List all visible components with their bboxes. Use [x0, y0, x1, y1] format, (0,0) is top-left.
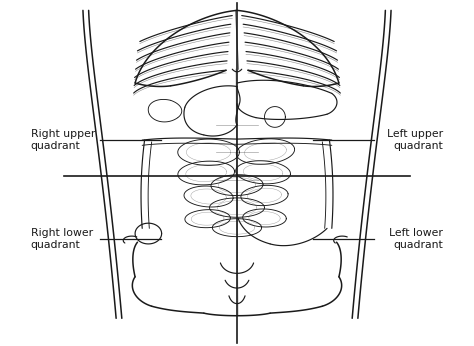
Text: Right lower
quadrant: Right lower quadrant: [31, 228, 93, 250]
Text: Right upper
quadrant: Right upper quadrant: [31, 129, 95, 151]
Text: Left lower
quadrant: Left lower quadrant: [389, 228, 443, 250]
Text: Left upper
quadrant: Left upper quadrant: [387, 129, 443, 151]
